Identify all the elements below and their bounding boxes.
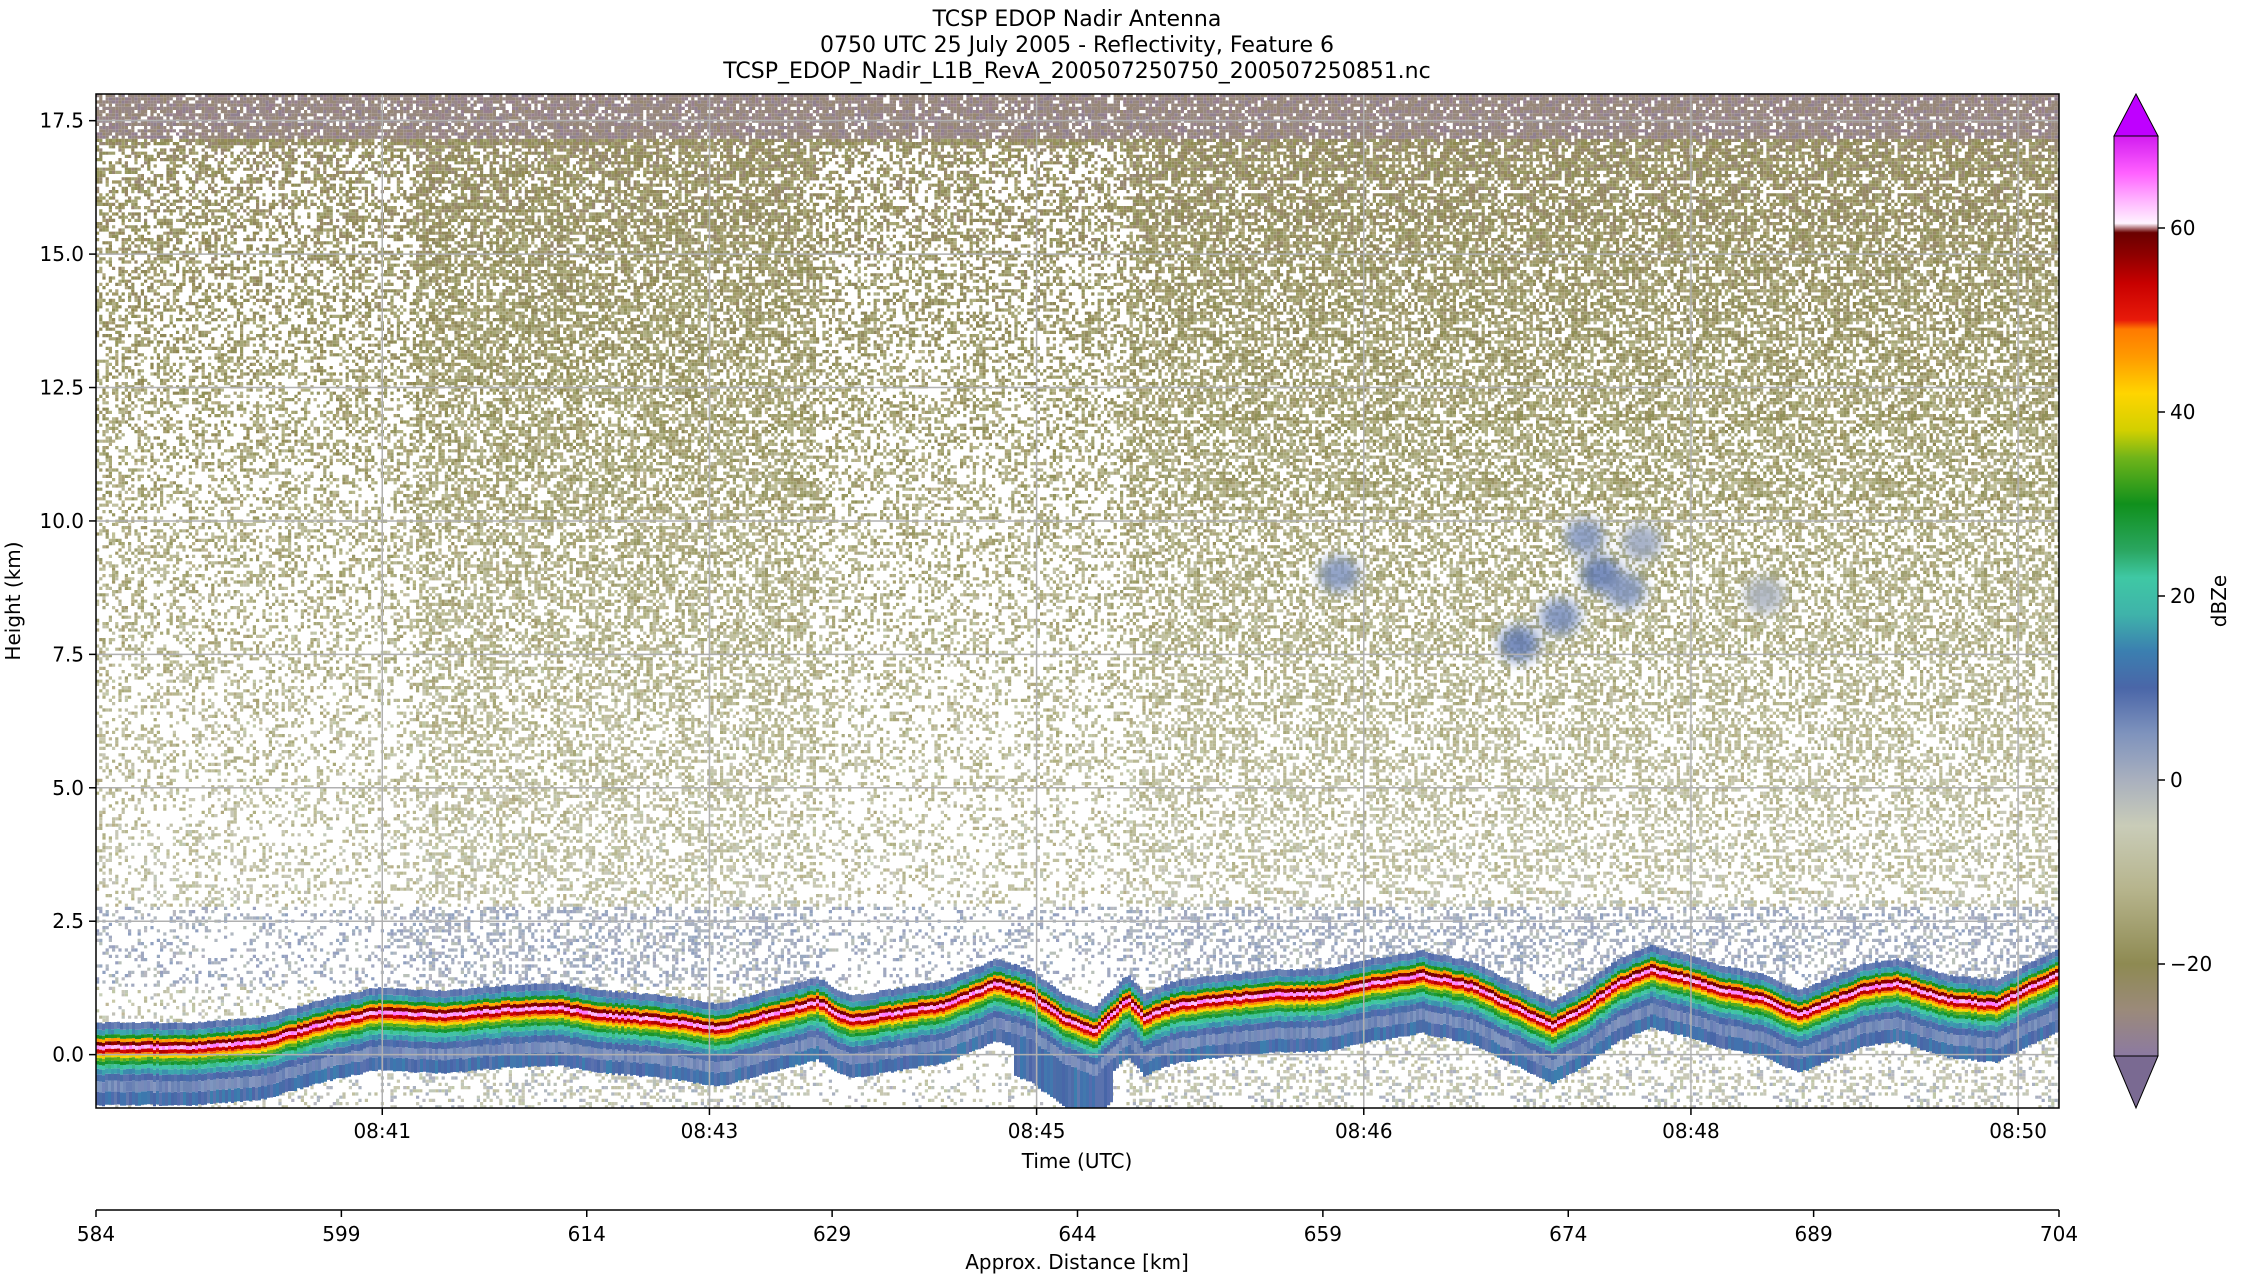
- colorbar-extend-high: [2114, 94, 2158, 136]
- title-line-3: TCSP_EDOP_Nadir_L1B_RevA_200507250750_20…: [722, 59, 1430, 84]
- weak-echo-cell: [1499, 626, 1539, 662]
- x2-axis-label: Approx. Distance [km]: [965, 1250, 1189, 1274]
- colorbar-tick-label: −20: [2170, 952, 2212, 976]
- x2-tick-label: 599: [322, 1222, 360, 1246]
- x-tick-label: 08:48: [1662, 1119, 1720, 1143]
- x-tick-label: 08:41: [353, 1119, 411, 1143]
- title-line-1: TCSP EDOP Nadir Antenna: [932, 7, 1222, 32]
- x-tick-label: 08:50: [1989, 1119, 2047, 1143]
- x-tick-label: 08:45: [1008, 1119, 1066, 1143]
- x-tick-label: 08:46: [1335, 1119, 1393, 1143]
- colorbar-tick-label: 40: [2170, 400, 2195, 424]
- x2-tick-label: 629: [813, 1222, 851, 1246]
- colorbar-label: dBZe: [2207, 575, 2231, 627]
- x-tick-label: 08:43: [681, 1119, 739, 1143]
- x2-tick-label: 689: [1795, 1222, 1833, 1246]
- y-tick-label: 10.0: [39, 509, 84, 533]
- title-line-2: 0750 UTC 25 July 2005 - Reflectivity, Fe…: [820, 33, 1334, 58]
- x2-tick-label: 674: [1549, 1222, 1587, 1246]
- x-axis-distance: 584 599 614 629 644 659 674 689 704: [77, 1210, 2078, 1246]
- weak-echo-cell: [1622, 524, 1662, 560]
- y-tick-label: 2.5: [52, 909, 84, 933]
- colorbar-body: [2114, 136, 2158, 1056]
- colorbar-tick-label: 20: [2170, 584, 2195, 608]
- colorbar-ticks: −20 0 20 40 60: [2158, 216, 2212, 976]
- y-axis: 0.0 2.5 5.0 7.5 10.0 12.5 15.0 17.5: [39, 109, 96, 1067]
- surface-echo: [897, 1000, 900, 1004]
- x-axis-label: Time (UTC): [1021, 1149, 1133, 1173]
- weak-echo-cell: [1606, 572, 1646, 608]
- x2-tick-label: 644: [1058, 1222, 1096, 1246]
- colorbar-tick-label: 60: [2170, 216, 2195, 240]
- y-tick-label: 12.5: [39, 376, 84, 400]
- x2-tick-label: 704: [2040, 1222, 2078, 1246]
- colorbar: [2114, 94, 2158, 1108]
- weak-echo-cell: [1745, 578, 1785, 614]
- colorbar-extend-low: [2114, 1056, 2158, 1108]
- y-tick-label: 7.5: [52, 642, 84, 666]
- plot-area: [96, 94, 2061, 1118]
- weak-echo-cell: [1319, 556, 1359, 592]
- x2-tick-label: 614: [568, 1222, 606, 1246]
- colorbar-tick-label: 0: [2170, 768, 2183, 792]
- x2-tick-label: 584: [77, 1222, 115, 1246]
- x2-tick-label: 659: [1304, 1222, 1342, 1246]
- y-tick-label: 5.0: [52, 776, 84, 800]
- weak-echo-cell: [1565, 519, 1605, 555]
- y-tick-label: 17.5: [39, 109, 84, 133]
- y-tick-label: 15.0: [39, 242, 84, 266]
- y-axis-label: Height (km): [1, 541, 25, 660]
- weak-echo-cell: [1540, 599, 1580, 635]
- y-tick-label: 0.0: [52, 1043, 84, 1067]
- x-axis-time: 08:41 08:43 08:45 08:46 08:48 08:50: [353, 1108, 2046, 1143]
